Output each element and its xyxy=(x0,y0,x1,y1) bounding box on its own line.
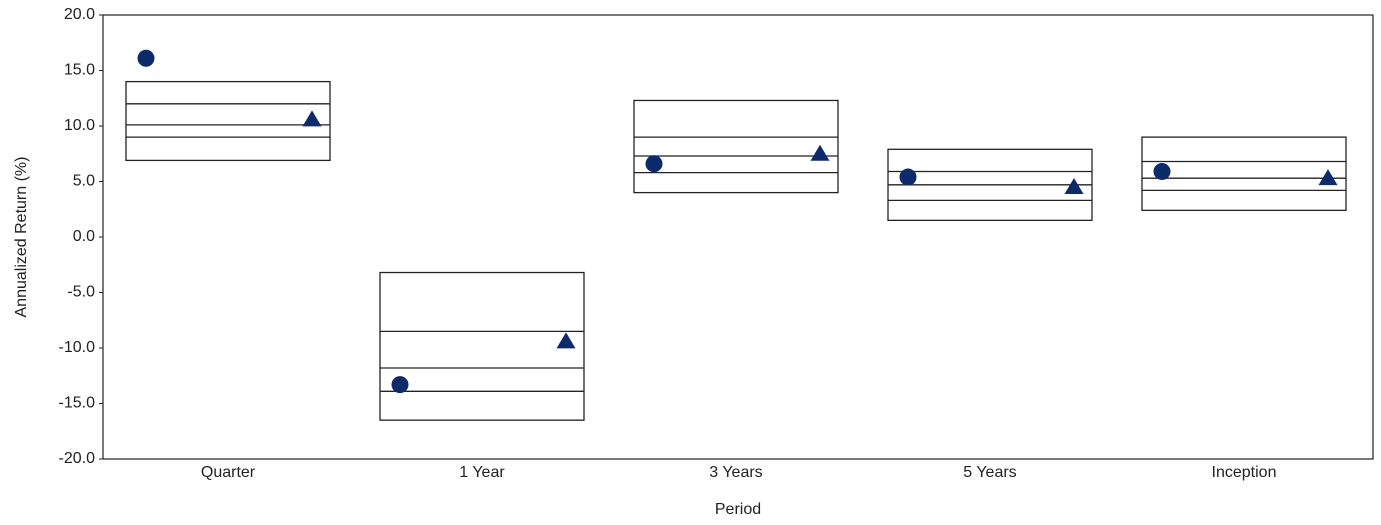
x-axis-label: Period xyxy=(715,501,761,518)
y-tick-label: -10.0 xyxy=(59,339,96,356)
benchmark-marker xyxy=(302,110,322,127)
fund-marker xyxy=(137,49,155,67)
y-axis-label: Annualized Return (%) xyxy=(13,157,30,318)
fund-marker xyxy=(1153,163,1171,181)
x-tick-label: 1 Year xyxy=(459,464,505,481)
y-tick-label: 5.0 xyxy=(73,173,95,190)
benchmark-marker xyxy=(810,144,830,161)
benchmark-marker xyxy=(1318,169,1338,186)
x-tick-label: Inception xyxy=(1212,464,1277,481)
x-tick-label: Quarter xyxy=(201,464,256,481)
y-tick-label: 0.0 xyxy=(73,228,95,245)
box xyxy=(125,80,331,162)
fund-marker xyxy=(899,168,917,186)
box xyxy=(1141,136,1347,212)
box xyxy=(379,271,585,421)
fund-marker xyxy=(391,376,409,394)
y-tick-label: -5.0 xyxy=(67,284,95,301)
y-tick-label: 20.0 xyxy=(64,6,95,23)
x-tick-label: 3 Years xyxy=(709,464,762,481)
box xyxy=(633,99,839,194)
x-tick-label: 5 Years xyxy=(963,464,1016,481)
y-tick-label: -15.0 xyxy=(59,395,96,412)
y-tick-label: -20.0 xyxy=(59,450,96,467)
benchmark-marker xyxy=(1064,178,1084,195)
y-tick-label: 10.0 xyxy=(64,117,95,134)
fund-marker xyxy=(645,155,663,173)
benchmark-marker xyxy=(556,332,576,349)
y-tick-label: 15.0 xyxy=(64,62,95,79)
